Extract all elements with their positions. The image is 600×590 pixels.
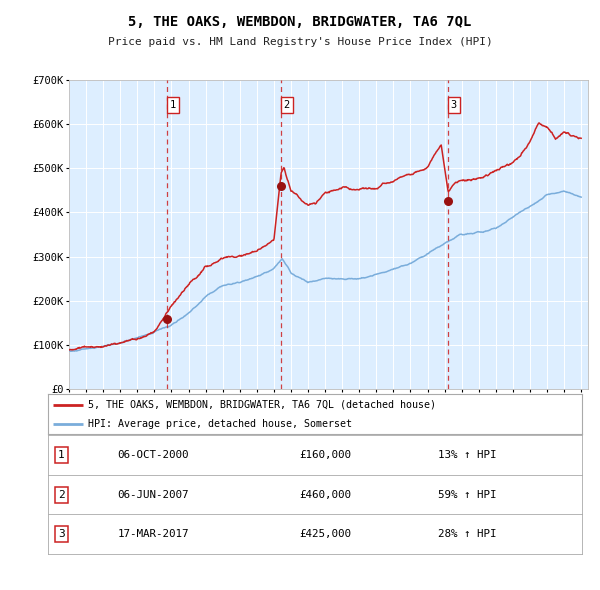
Text: £460,000: £460,000 [299,490,352,500]
Text: HPI: Average price, detached house, Somerset: HPI: Average price, detached house, Some… [88,419,352,428]
Text: 5, THE OAKS, WEMBDON, BRIDGWATER, TA6 7QL (detached house): 5, THE OAKS, WEMBDON, BRIDGWATER, TA6 7Q… [88,400,436,410]
Text: Price paid vs. HM Land Registry's House Price Index (HPI): Price paid vs. HM Land Registry's House … [107,37,493,47]
Text: 17-MAR-2017: 17-MAR-2017 [118,529,189,539]
Text: 1: 1 [170,100,176,110]
Text: 3: 3 [58,529,65,539]
Text: £425,000: £425,000 [299,529,352,539]
Text: 3: 3 [451,100,457,110]
Text: 1: 1 [58,450,65,460]
Text: £160,000: £160,000 [299,450,352,460]
Text: 59% ↑ HPI: 59% ↑ HPI [438,490,496,500]
Text: 13% ↑ HPI: 13% ↑ HPI [438,450,496,460]
Text: 06-JUN-2007: 06-JUN-2007 [118,490,189,500]
Text: 5, THE OAKS, WEMBDON, BRIDGWATER, TA6 7QL: 5, THE OAKS, WEMBDON, BRIDGWATER, TA6 7Q… [128,15,472,29]
Text: 06-OCT-2000: 06-OCT-2000 [118,450,189,460]
Text: 2: 2 [58,490,65,500]
Text: 2: 2 [284,100,290,110]
Text: 28% ↑ HPI: 28% ↑ HPI [438,529,496,539]
